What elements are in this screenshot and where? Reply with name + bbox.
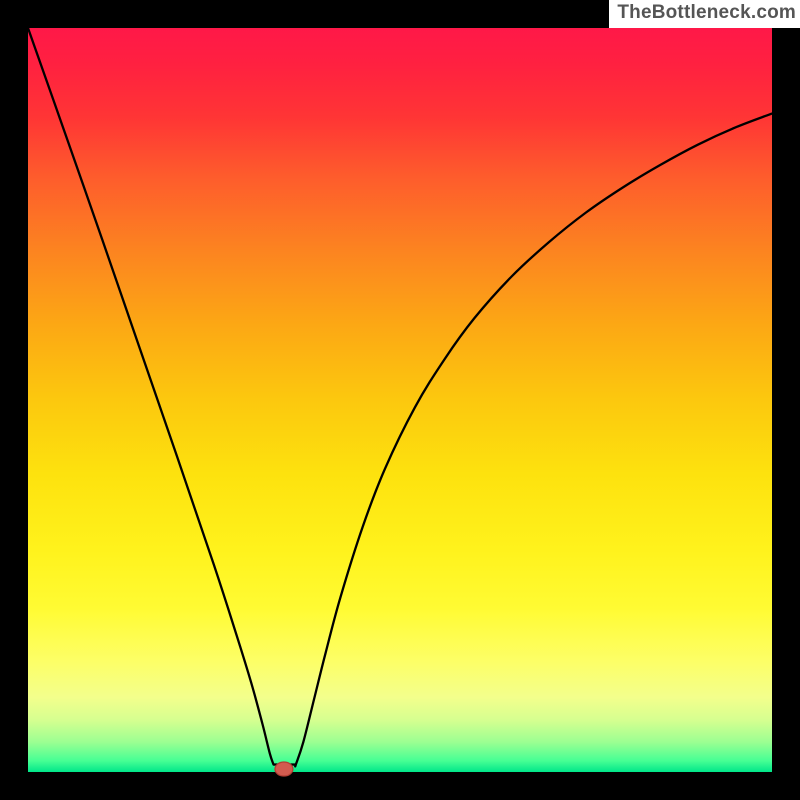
bottleneck-chart <box>0 0 800 800</box>
chart-frame: TheBottleneck.com <box>0 0 800 800</box>
watermark-label: TheBottleneck.com <box>609 0 800 28</box>
optimal-point-marker <box>275 762 293 776</box>
gradient-background <box>28 28 772 772</box>
